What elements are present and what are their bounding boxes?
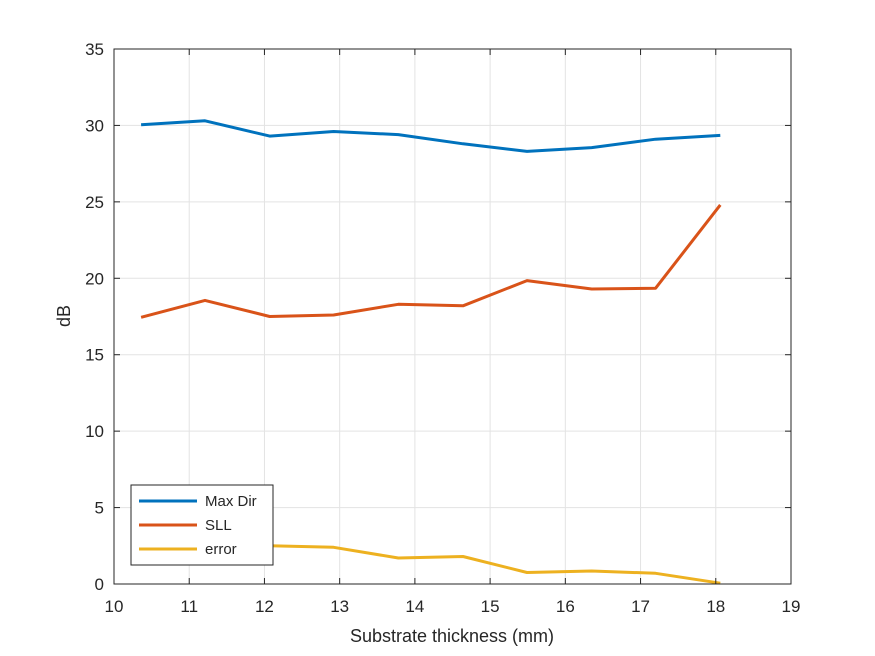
x-tick-label: 17 bbox=[631, 597, 650, 616]
legend-label: Max Dir bbox=[205, 493, 257, 510]
x-tick-label: 12 bbox=[255, 597, 274, 616]
x-axis-label: Substrate thickness (mm) bbox=[350, 626, 554, 646]
y-tick-label: 25 bbox=[85, 193, 104, 212]
x-tick-label: 14 bbox=[405, 597, 424, 616]
x-tick-label: 19 bbox=[782, 597, 801, 616]
x-tick-label: 13 bbox=[330, 597, 349, 616]
y-tick-label: 20 bbox=[85, 269, 104, 288]
y-tick-label: 35 bbox=[85, 40, 104, 59]
series-line-max-dir bbox=[141, 119, 721, 153]
axis-ticks: 10 11 12 13 14 15 16 17 18 19 0 5 10 15 20 25 30 35 bbox=[85, 40, 800, 616]
x-tick-label: 11 bbox=[180, 597, 198, 616]
y-tick-label: 5 bbox=[95, 499, 104, 518]
y-axis-label: dB bbox=[54, 305, 74, 327]
y-tick-label: 0 bbox=[95, 575, 104, 594]
legend-label: SLL bbox=[205, 517, 232, 534]
y-tick-label: 10 bbox=[85, 422, 104, 441]
plot-frame bbox=[113, 48, 792, 585]
y-tick-label: 30 bbox=[85, 116, 104, 135]
x-tick-label: 15 bbox=[481, 597, 500, 616]
series-line-sll bbox=[140, 203, 722, 319]
x-tick-label: 16 bbox=[556, 597, 575, 616]
y-tick-label: 15 bbox=[85, 346, 104, 365]
legend: Max Dir SLL error bbox=[130, 484, 274, 566]
legend-label: error bbox=[205, 541, 237, 558]
x-tick-label: 10 bbox=[105, 597, 124, 616]
x-tick-label: 18 bbox=[706, 597, 725, 616]
